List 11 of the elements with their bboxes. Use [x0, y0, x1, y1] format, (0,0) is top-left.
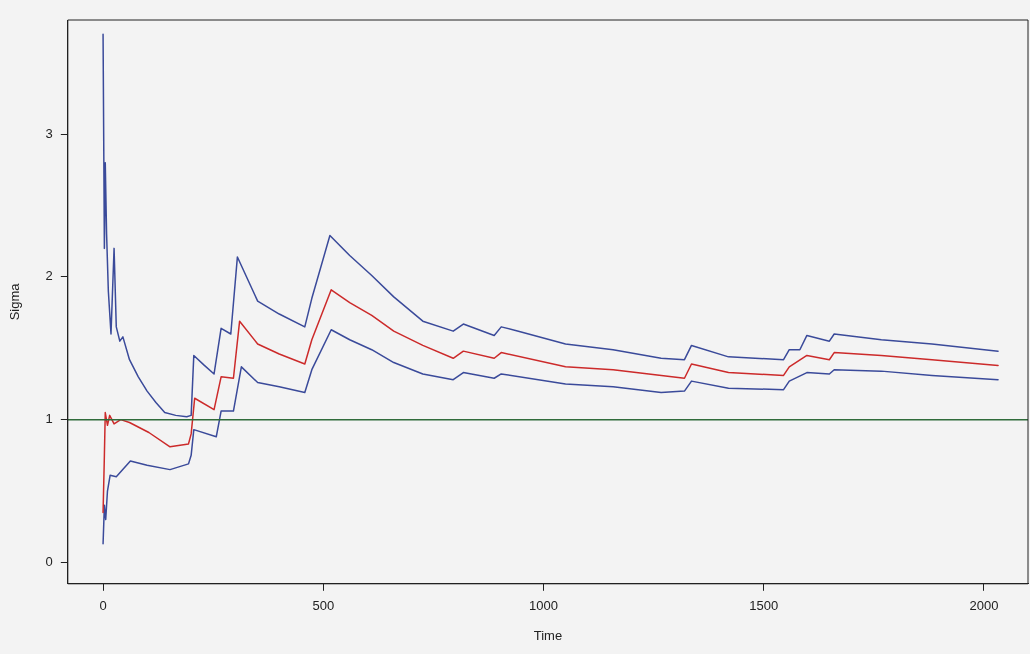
y-tick-label: 1 — [45, 411, 53, 427]
y-tick-label: 3 — [45, 125, 53, 141]
y-tick-label: 0 — [45, 553, 53, 569]
x-tick-label: 500 — [312, 598, 335, 614]
x-tick-label: 0 — [99, 598, 107, 614]
x-tick-label: 1500 — [749, 598, 779, 614]
y-tick-label: 2 — [45, 268, 53, 284]
x-tick-label: 2000 — [969, 598, 999, 614]
x-axis-title: Time — [533, 627, 563, 643]
y-axis-title: Sigma — [7, 282, 23, 321]
x-tick-label: 1000 — [529, 598, 558, 614]
